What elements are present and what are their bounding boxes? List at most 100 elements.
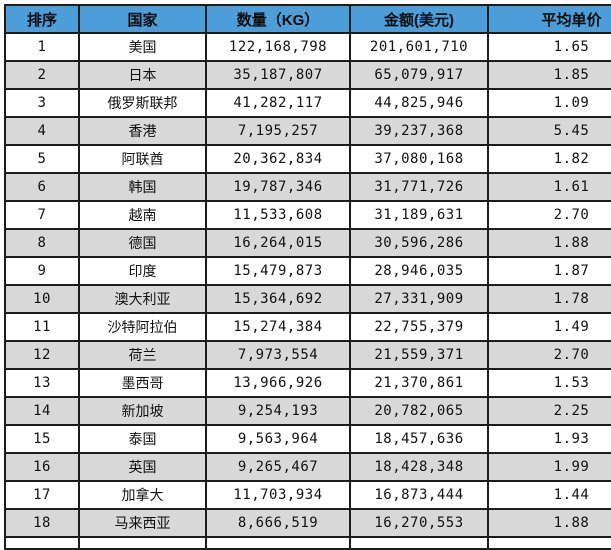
quantity-cell: 15,479,873	[205, 256, 351, 286]
avg-price-cell: 5.45	[487, 116, 611, 146]
table-row: 3 俄罗斯联邦 41,282,117 44,825,946 1.09	[4, 88, 611, 118]
avg-price-cell: 1.87	[487, 256, 611, 286]
header-rank: 排序	[4, 4, 80, 34]
rank-cell: 18	[4, 508, 80, 538]
amount-cell: 31,189,631	[349, 200, 489, 230]
table-row: 17 加拿大 11,703,934 16,873,444 1.44	[4, 480, 611, 510]
rank-cell: 11	[4, 312, 80, 342]
country-cell: 澳大利亚	[78, 284, 207, 314]
avg-price-cell: 1.85	[487, 60, 611, 90]
country-cell: 新加坡	[78, 396, 207, 426]
table-row: 1 美国 122,168,798 201,601,710 1.65	[4, 32, 611, 62]
avg-price-cell: 1.09	[487, 88, 611, 118]
amount-cell: 31,771,726	[349, 172, 489, 202]
amount-cell: 30,596,286	[349, 228, 489, 258]
table-row: 13 墨西哥 13,966,926 21,370,861 1.53	[4, 368, 611, 398]
table-row: 6 韩国 19,787,346 31,771,726 1.61	[4, 172, 611, 202]
rank-cell: 13	[4, 368, 80, 398]
rank-cell: 5	[4, 144, 80, 174]
amount-cell: 18,428,348	[349, 452, 489, 482]
country-cell: 俄罗斯联邦	[78, 88, 207, 118]
country-cell: 香港	[78, 116, 207, 146]
amount-cell: 27,331,909	[349, 284, 489, 314]
header-avg-price: 平均单价	[487, 4, 611, 34]
avg-price-cell: 1.93	[487, 424, 611, 454]
table-row: 2 日本 35,187,807 65,079,917 1.85	[4, 60, 611, 90]
table-row: 7 越南 11,533,608 31,189,631 2.70	[4, 200, 611, 230]
amount-cell: 21,559,371	[349, 340, 489, 370]
quantity-cell: 35,187,807	[205, 60, 351, 90]
avg-price-cell: 2.25	[487, 396, 611, 426]
avg-price-cell: 1.49	[487, 312, 611, 342]
quantity-cell: 8,666,519	[205, 508, 351, 538]
table-row: 16 英国 9,265,467 18,428,348 1.99	[4, 452, 611, 482]
table-row-partial	[4, 536, 611, 550]
avg-price-cell: 1.99	[487, 452, 611, 482]
quantity-cell: 9,563,964	[205, 424, 351, 454]
amount-cell: 44,825,946	[349, 88, 489, 118]
country-cell: 韩国	[78, 172, 207, 202]
amount-cell: 37,080,168	[349, 144, 489, 174]
table-row: 5 阿联酋 20,362,834 37,080,168 1.82	[4, 144, 611, 174]
rank-cell: 9	[4, 256, 80, 286]
country-cell: 加拿大	[78, 480, 207, 510]
country-cell	[78, 536, 207, 550]
table-row: 4 香港 7,195,257 39,237,368 5.45	[4, 116, 611, 146]
header-quantity: 数量（KG）	[205, 4, 351, 34]
amount-cell: 22,755,379	[349, 312, 489, 342]
country-cell: 日本	[78, 60, 207, 90]
avg-price-cell: 1.44	[487, 480, 611, 510]
avg-price-cell: 1.78	[487, 284, 611, 314]
country-cell: 墨西哥	[78, 368, 207, 398]
rank-cell: 3	[4, 88, 80, 118]
amount-cell: 18,457,636	[349, 424, 489, 454]
country-cell: 印度	[78, 256, 207, 286]
amount-cell: 201,601,710	[349, 32, 489, 62]
rank-cell: 17	[4, 480, 80, 510]
quantity-cell: 7,195,257	[205, 116, 351, 146]
table-row: 14 新加坡 9,254,193 20,782,065 2.25	[4, 396, 611, 426]
rank-cell	[4, 536, 80, 550]
table-row: 12 荷兰 7,973,554 21,559,371 2.70	[4, 340, 611, 370]
avg-price-cell: 2.70	[487, 200, 611, 230]
country-cell: 越南	[78, 200, 207, 230]
country-cell: 美国	[78, 32, 207, 62]
avg-price-cell: 1.53	[487, 368, 611, 398]
country-cell: 阿联酋	[78, 144, 207, 174]
amount-cell: 20,782,065	[349, 396, 489, 426]
quantity-cell: 9,265,467	[205, 452, 351, 482]
quantity-cell: 19,787,346	[205, 172, 351, 202]
rank-cell: 10	[4, 284, 80, 314]
rank-cell: 8	[4, 228, 80, 258]
rank-cell: 16	[4, 452, 80, 482]
trade-data-table: 排序 国家 数量（KG） 金额(美元) 平均单价 1 美国 122,168,79…	[4, 4, 611, 550]
table-row: 8 德国 16,264,015 30,596,286 1.88	[4, 228, 611, 258]
table-row: 18 马来西亚 8,666,519 16,270,553 1.88	[4, 508, 611, 538]
rank-cell: 7	[4, 200, 80, 230]
country-cell: 荷兰	[78, 340, 207, 370]
quantity-cell: 11,533,608	[205, 200, 351, 230]
table-row: 11 沙特阿拉伯 15,274,384 22,755,379 1.49	[4, 312, 611, 342]
country-cell: 英国	[78, 452, 207, 482]
country-cell: 德国	[78, 228, 207, 258]
rank-cell: 1	[4, 32, 80, 62]
quantity-cell: 7,973,554	[205, 340, 351, 370]
quantity-cell: 13,966,926	[205, 368, 351, 398]
amount-cell: 65,079,917	[349, 60, 489, 90]
avg-price-cell: 1.88	[487, 228, 611, 258]
quantity-cell: 41,282,117	[205, 88, 351, 118]
table-header-row: 排序 国家 数量（KG） 金额(美元) 平均单价	[4, 4, 611, 34]
quantity-cell	[205, 536, 351, 550]
table-row: 10 澳大利亚 15,364,692 27,331,909 1.78	[4, 284, 611, 314]
country-cell: 马来西亚	[78, 508, 207, 538]
rank-cell: 15	[4, 424, 80, 454]
quantity-cell: 15,364,692	[205, 284, 351, 314]
quantity-cell: 11,703,934	[205, 480, 351, 510]
quantity-cell: 15,274,384	[205, 312, 351, 342]
quantity-cell: 16,264,015	[205, 228, 351, 258]
rank-cell: 6	[4, 172, 80, 202]
rank-cell: 14	[4, 396, 80, 426]
rank-cell: 4	[4, 116, 80, 146]
amount-cell: 16,873,444	[349, 480, 489, 510]
amount-cell	[349, 536, 489, 550]
